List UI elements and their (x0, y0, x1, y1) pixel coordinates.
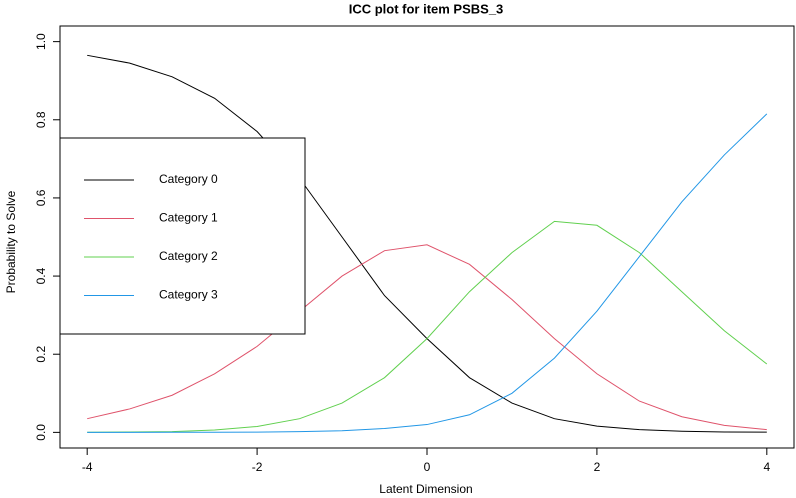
y-tick-label: 0.8 (34, 111, 48, 128)
legend-label: Category 0 (159, 172, 218, 186)
y-tick-label: 1.0 (34, 33, 48, 50)
y-axis-label: Probability to Solve (4, 190, 18, 293)
x-tick-label: 0 (424, 460, 431, 474)
y-tick-label: 0.6 (34, 189, 48, 206)
legend-label: Category 3 (159, 288, 218, 302)
legend-label: Category 1 (159, 211, 218, 225)
y-tick-label: 0.0 (34, 424, 48, 441)
legend-label: Category 2 (159, 249, 218, 263)
y-tick-label: 0.2 (34, 346, 48, 363)
x-tick-label: 2 (594, 460, 601, 474)
series-line (87, 220, 768, 433)
x-axis-label: Latent Dimension (379, 482, 472, 496)
x-tick-label: -4 (82, 460, 93, 474)
series-line (87, 113, 768, 433)
series-line (87, 244, 767, 431)
legend-box (59, 137, 306, 335)
chart-title: ICC plot for item PSBS_3 (349, 1, 504, 16)
y-tick-label: 0.4 (34, 267, 48, 284)
x-tick-label: -2 (252, 460, 263, 474)
x-tick-label: 4 (763, 460, 770, 474)
